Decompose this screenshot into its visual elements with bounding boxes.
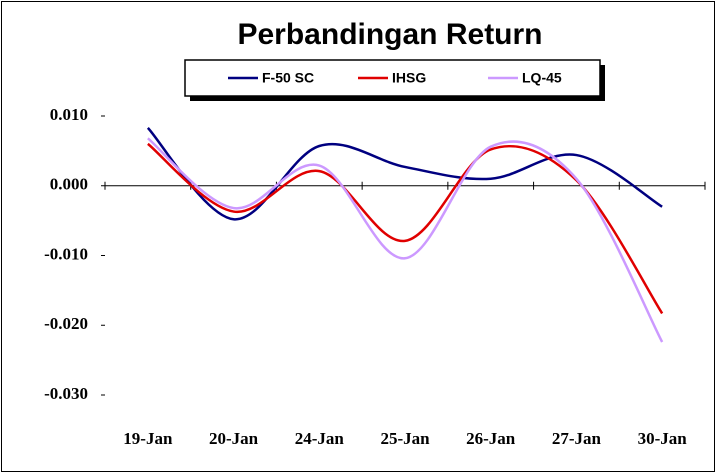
y-tick-label: 0.000: [50, 175, 88, 194]
x-tick-label: 20-Jan: [209, 429, 259, 448]
x-tick-label: 27-Jan: [552, 429, 602, 448]
chart-title: Perbandingan Return: [237, 18, 542, 51]
legend-label: LQ-45: [522, 70, 562, 86]
y-tick-label: 0.010: [50, 105, 88, 124]
y-tick-label: -0.030: [44, 384, 88, 403]
x-tick-label: 30-Jan: [638, 429, 688, 448]
legend-label: F-50 SC: [262, 70, 314, 86]
x-tick-label: 26-Jan: [466, 429, 516, 448]
series-line: [146, 127, 663, 221]
x-tick-label: 24-Jan: [295, 429, 345, 448]
x-tick-label: 25-Jan: [380, 429, 430, 448]
y-tick-label: -0.020: [44, 314, 88, 333]
x-tick-label: 19-Jan: [123, 429, 173, 448]
series-line: [147, 137, 664, 343]
legend-label: IHSG: [392, 70, 426, 86]
y-tick-label: -0.010: [44, 244, 88, 263]
